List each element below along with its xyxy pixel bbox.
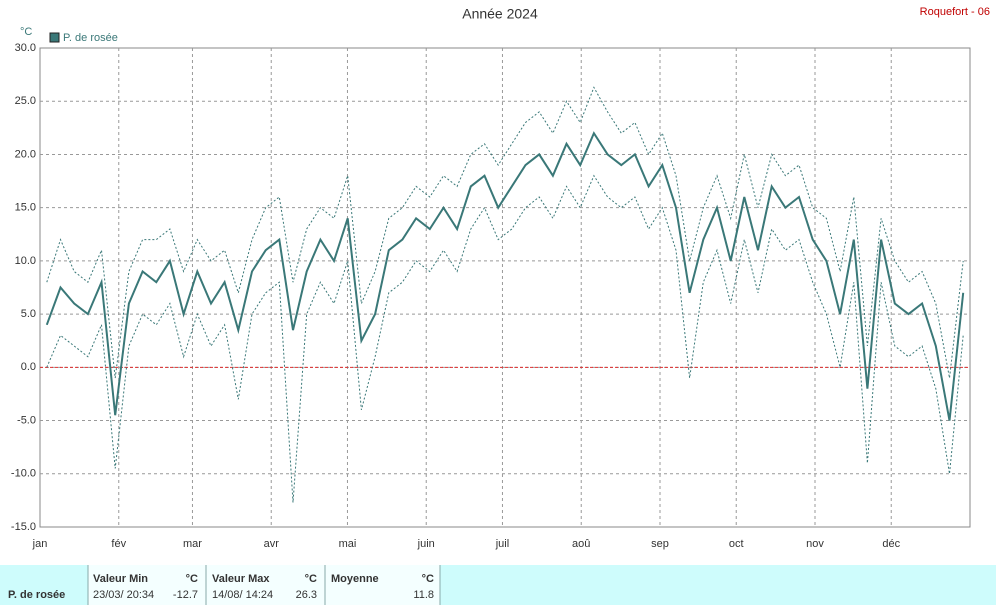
y-tick-label: -10.0 — [11, 468, 36, 480]
legend-label: P. de rosée — [63, 32, 118, 44]
stats-header: Valeur Min — [93, 573, 148, 585]
stats-header: °C — [422, 573, 434, 585]
y-tick-label: -15.0 — [11, 521, 36, 533]
chart-title: Année 2024 — [462, 6, 538, 22]
y-tick-label: -5.0 — [17, 414, 36, 426]
y-tick-label: 0.0 — [21, 361, 36, 373]
stats-header: Valeur Max — [212, 573, 270, 585]
stats-cells — [88, 565, 440, 605]
x-tick-label: juil — [495, 538, 509, 550]
x-tick-label: aoû — [572, 538, 590, 550]
x-tick-label: jan — [32, 538, 48, 550]
x-tick-label: avr — [264, 538, 280, 550]
stats-cell: 11.8 — [413, 589, 434, 601]
stats-cell: -12.7 — [173, 589, 198, 601]
stats-cell: 14/08/ 14:24 — [212, 589, 273, 601]
x-tick-label: fév — [111, 538, 126, 550]
plot-frame — [39, 47, 971, 528]
series-line — [46, 86, 964, 379]
y-tick-label: 10.0 — [15, 255, 36, 267]
y-tick-label: 5.0 — [21, 308, 36, 320]
series-line — [45, 131, 965, 421]
stats-cell: 26.3 — [296, 589, 317, 601]
y-unit: °C — [20, 26, 32, 38]
series-line — [46, 174, 964, 503]
legend-swatch — [49, 32, 60, 43]
x-tick-label: oct — [729, 538, 744, 550]
station: Roquefort - 06 — [920, 6, 990, 18]
y-tick-label: 15.0 — [15, 202, 36, 214]
stats-cell: 23/03/ 20:34 — [93, 589, 154, 601]
y-tick-label: 25.0 — [15, 95, 36, 107]
x-tick-label: sep — [651, 538, 669, 550]
stats-label: P. de rosée — [8, 589, 65, 601]
stats-header: Moyenne — [331, 573, 379, 585]
stats-header: °C — [186, 573, 198, 585]
x-tick-label: mar — [183, 538, 202, 550]
x-tick-label: nov — [806, 538, 824, 550]
x-tick-label: déc — [882, 538, 900, 550]
x-tick-label: mai — [339, 538, 357, 550]
y-tick-label: 20.0 — [15, 148, 36, 160]
stats-header: °C — [305, 573, 317, 585]
y-tick-label: 30.0 — [15, 42, 36, 54]
x-tick-label: juin — [417, 538, 435, 550]
